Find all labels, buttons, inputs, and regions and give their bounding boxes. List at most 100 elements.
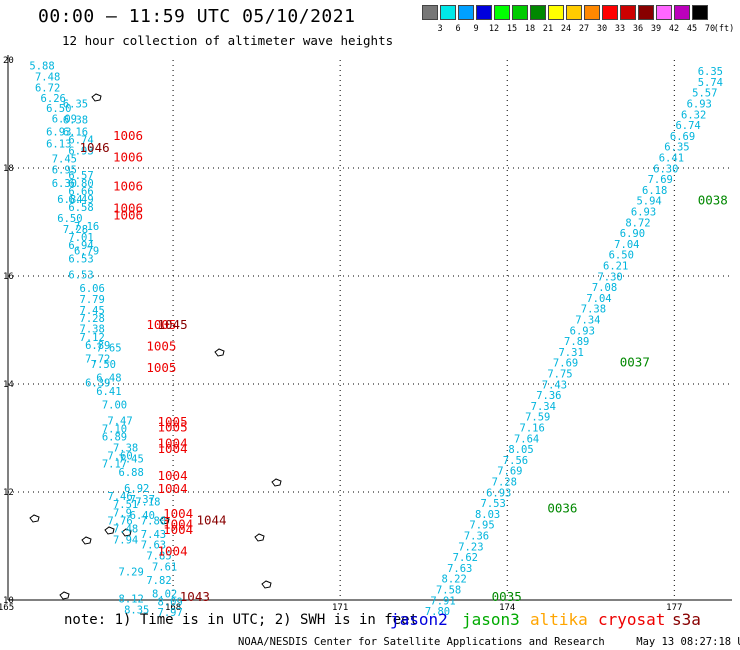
wave-height-label: 6.09: [52, 114, 77, 126]
wave-height-label: 7.37: [130, 494, 155, 506]
wave-height-label: 7.00: [102, 399, 127, 411]
wave-height-label: 7.04: [586, 293, 611, 305]
wave-height-label: 6.13: [46, 138, 71, 150]
wave-height-label: 8.22: [442, 574, 467, 586]
legend-swatch: [602, 5, 618, 20]
wave-height-label: 6.89: [102, 432, 127, 444]
wave-height-label: 6.88: [119, 467, 144, 479]
legend-swatch: [584, 5, 600, 20]
pass-time-label: 1004: [158, 544, 188, 559]
legend-label: 18: [524, 24, 536, 34]
wave-height-label: 7.61: [152, 561, 177, 573]
wave-height-label: 7.16: [74, 221, 99, 233]
wave-height-label: 7.56: [503, 455, 528, 467]
lon-tick-label: 177: [666, 603, 682, 613]
wave-height-label: 7.89: [564, 336, 589, 348]
wave-height-label: 7.48: [113, 524, 138, 536]
credit-timestamp: May 13 08:27:18 UTC 2021: [636, 636, 740, 648]
lat-tick-label: 16: [3, 272, 14, 282]
wave-height-label: 7.04: [614, 239, 639, 251]
wave-height-label: 5.88: [29, 61, 54, 73]
island-outline: [29, 514, 40, 523]
pass-time-label: 1005: [158, 420, 188, 435]
wave-height-label: 6.84: [57, 194, 82, 206]
wave-height-label: 7.69: [553, 358, 578, 370]
wave-height-label: 7.43: [141, 529, 166, 541]
wave-height-label: 7.69: [648, 174, 673, 186]
legend-swatch: [440, 5, 456, 20]
island-outline: [271, 478, 282, 487]
satellite-name-s3a: s3a: [672, 610, 701, 629]
legend-swatch: [674, 5, 690, 20]
pass-time-label: 1005: [146, 339, 176, 354]
wave-height-label: 8.72: [625, 217, 650, 229]
wave-height-label: 7.59: [525, 412, 550, 424]
wave-height-label: 6.93: [68, 146, 93, 158]
wave-height-label: 6.69: [670, 131, 695, 143]
pass-time-label: 1006: [113, 128, 143, 143]
lat-tick-label: 14: [3, 380, 14, 390]
wave-height-label: 6.89: [85, 340, 110, 352]
footer-note: note: 1) Time is in UTC; 2) SWH is in fe…: [64, 612, 419, 628]
wave-height-label: 7.63: [447, 563, 472, 575]
wave-height-label: 7.62: [453, 552, 478, 564]
wave-height-label: 6.50: [609, 250, 634, 262]
wave-height-label: 6.93: [631, 207, 656, 219]
wave-height-label: 6.80: [68, 178, 93, 190]
legend-swatch: [656, 5, 672, 20]
legend-swatch: [476, 5, 492, 20]
satellite-name-cryosat: cryosat: [598, 610, 666, 629]
wave-height-label: 7.28: [80, 313, 105, 325]
wave-height-label: 7.76: [107, 515, 132, 527]
page-subtitle: 12 hour collection of altimeter wave hei…: [62, 33, 394, 48]
legend-label: 3: [437, 24, 443, 34]
legend-label: 9: [473, 24, 479, 34]
legend-label: 45: [686, 24, 698, 34]
legend-swatch: [638, 5, 654, 20]
wave-height-label: 8.05: [508, 444, 533, 456]
wave-height-label: 8.12: [119, 594, 144, 606]
wave-height-label: 6.72: [35, 82, 60, 94]
wave-height-label: 6.35: [664, 142, 689, 154]
island-outline: [159, 516, 170, 525]
wave-height-label: 8.03: [475, 509, 500, 521]
wave-height-label: 6.35: [698, 66, 723, 78]
wave-height-label: 7.58: [436, 585, 461, 597]
lat-tick-label: 12: [3, 488, 14, 498]
pass-time-label: 1004: [158, 441, 188, 456]
pass-time-label: 1045: [158, 317, 188, 332]
wave-height-label: 7.45: [80, 305, 105, 317]
legend-swatch: [620, 5, 636, 20]
wave-height-label: 7.63: [141, 540, 166, 552]
pass-time-label: 1006: [113, 179, 143, 194]
wave-height-label: 7.79: [80, 294, 105, 306]
pass-time-label: 1004: [163, 517, 193, 532]
wave-height-label: 6.90: [620, 228, 645, 240]
wave-height-label: 7.85: [146, 551, 171, 563]
wave-height-label: 7.36: [464, 531, 489, 543]
island-outline: [261, 580, 272, 589]
wave-height-label: 6.53: [68, 270, 93, 282]
legend-label: 27: [578, 24, 590, 34]
wave-height-label: 6.79: [74, 245, 99, 257]
lat-tick-label: 18: [3, 164, 14, 174]
pass-time-label: 1004: [158, 436, 188, 451]
satellite-name-jason2: jason2: [390, 610, 448, 629]
wave-height-label: 7.29: [119, 567, 144, 579]
pass-time-label: 1004: [158, 481, 188, 496]
lon-tick-label: 165: [0, 603, 14, 613]
lat-tick-label: 20: [3, 56, 14, 66]
wave-height-label: 8.02: [152, 588, 177, 600]
wave-height-label: 6.93: [46, 127, 71, 139]
lon-tick-label: 171: [332, 603, 348, 613]
wave-height-label: 7.91: [430, 595, 455, 607]
satellite-name-jason3: jason3: [462, 610, 520, 629]
legend-label: 42: [668, 24, 680, 34]
wave-height-label: 7.12: [80, 332, 105, 344]
wave-height-label: 7.69: [497, 466, 522, 478]
wave-height-label: 6.21: [603, 261, 628, 273]
wave-height-label: 6.40: [130, 510, 155, 522]
pass-time-label: 1004: [158, 468, 188, 483]
wave-height-label: 5.74: [698, 77, 723, 89]
wave-height-label: 6.16: [63, 127, 88, 139]
